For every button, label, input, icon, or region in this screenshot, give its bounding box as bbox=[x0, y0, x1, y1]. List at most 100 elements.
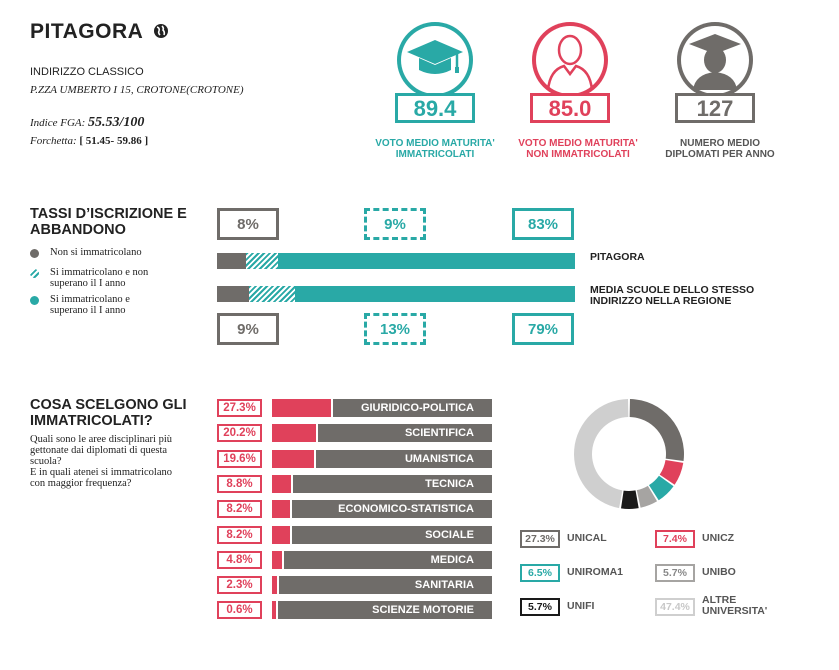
school-type: INDIRIZZO CLASSICO bbox=[30, 66, 144, 78]
area-track bbox=[316, 449, 492, 468]
area-track bbox=[278, 576, 492, 595]
choices-title: COSA SCELGONO GLI IMMATRICOLATI? bbox=[30, 397, 187, 429]
stat-label-immatricolati: VOTO MEDIO MATURITA' IMMATRICOLATI bbox=[375, 138, 495, 160]
donut-slice-unicz bbox=[659, 459, 684, 485]
area-row: 2.3% SANITARIA bbox=[217, 576, 492, 595]
stat-value-non-immatricolati: 85.0 bbox=[530, 93, 610, 123]
donut-slice-unibo bbox=[636, 485, 658, 508]
area-track bbox=[284, 550, 492, 569]
area-name: SCIENZE MOTORIE bbox=[372, 604, 474, 617]
region-pct-not-enrolled: 9% bbox=[217, 313, 279, 345]
region-pct-enrolled-fail: 13% bbox=[364, 313, 426, 345]
universities-donut-chart bbox=[574, 399, 684, 509]
area-name: MEDICA bbox=[430, 553, 474, 566]
uni-pct: 5.7% bbox=[520, 598, 560, 616]
area-pct: 8.2% bbox=[217, 500, 262, 519]
school-stacked-bar bbox=[217, 253, 575, 269]
legend-dot-enrolled-pass bbox=[30, 296, 39, 305]
region-bar-label: MEDIA SCUOLE DELLO STESSO INDIRIZZO NELLA… bbox=[590, 284, 755, 307]
school-pct-not-enrolled: 8% bbox=[217, 208, 279, 240]
school-pct-enrolled-fail: 9% bbox=[364, 208, 426, 240]
school-bar-enrolled-fail bbox=[245, 253, 278, 269]
fga-index: Indice FGA: 55.53/100 bbox=[30, 115, 145, 130]
area-track bbox=[333, 399, 492, 417]
area-track bbox=[291, 525, 492, 544]
fga-range: Forchetta: [ 51.45- 59.86 ] bbox=[30, 135, 149, 147]
graduation-cap-icon bbox=[407, 40, 463, 74]
area-row: 27.3% GIURIDICO-POLITICA bbox=[217, 399, 492, 417]
area-track bbox=[293, 474, 492, 493]
stat-circle-immatricolati bbox=[397, 22, 473, 98]
fga-index-value: 55.53/100 bbox=[88, 115, 145, 130]
region-bar-enrolled-fail bbox=[248, 286, 295, 302]
area-value-bar bbox=[272, 474, 292, 493]
stat-label-diplomati: NUMERO MEDIO DIPLOMATI PER ANNO bbox=[665, 138, 775, 160]
area-track bbox=[278, 601, 492, 620]
area-pct: 0.6% bbox=[217, 601, 262, 620]
uni-name: UNICAL bbox=[567, 532, 607, 544]
area-value-bar bbox=[272, 449, 315, 468]
globe-icon[interactable] bbox=[153, 23, 169, 39]
uni-name: UNIFI bbox=[567, 600, 595, 612]
uni-name: UNIBO bbox=[702, 566, 736, 578]
school-bar-not-enrolled bbox=[217, 253, 246, 269]
region-bar-enrolled-pass bbox=[294, 286, 575, 302]
donut-slice-altre-universita- bbox=[574, 399, 629, 509]
choices-question: Quali sono le aree disciplinari più getto… bbox=[30, 434, 173, 489]
school-bar-enrolled-pass bbox=[277, 253, 575, 269]
area-pct: 4.8% bbox=[217, 550, 262, 569]
stat-label-non-immatricolati: VOTO MEDIO MATURITA' NON IMMATRICOLATI bbox=[518, 138, 638, 160]
area-row: 8.8% TECNICA bbox=[217, 474, 492, 493]
region-bar-not-enrolled bbox=[217, 286, 249, 302]
stat-value-diplomati: 127 bbox=[675, 93, 755, 123]
uni-name: UNICZ bbox=[702, 532, 735, 544]
area-name: GIURIDICO-POLITICA bbox=[360, 402, 474, 414]
area-value-bar bbox=[272, 424, 316, 443]
area-name: TECNICA bbox=[425, 477, 474, 490]
universities-legend: 27.3% UNICAL 7.4% UNICZ 6.5% UNIROMA1 5.7% UNIB… bbox=[520, 530, 820, 625]
region-stacked-bar bbox=[217, 286, 575, 302]
area-name: SCIENTIFICA bbox=[404, 427, 474, 440]
area-pct: 8.8% bbox=[217, 474, 262, 493]
legend-dot-not-enrolled bbox=[30, 249, 39, 258]
fga-range-value: [ 51.45- 59.86 ] bbox=[79, 135, 149, 147]
area-name: SANITARIA bbox=[414, 579, 474, 592]
donut-slice-uniroma1 bbox=[648, 475, 674, 501]
legend-enrolled-pass: Si immatricolano e superano il I anno bbox=[50, 294, 130, 316]
area-pct: 2.3% bbox=[217, 576, 262, 595]
legend-not-enrolled: Non si immatricolano bbox=[50, 247, 142, 258]
area-name: ECONOMICO-STATISTICA bbox=[338, 503, 474, 516]
area-value-bar bbox=[272, 500, 290, 519]
enrollment-title: TASSI D’ISCRIZIONE E ABBANDONO bbox=[30, 206, 187, 238]
area-value-bar bbox=[272, 601, 276, 620]
area-pct: 27.3% bbox=[217, 399, 262, 417]
area-track bbox=[291, 500, 492, 519]
donut-slice-unifi bbox=[621, 490, 639, 509]
area-value-bar bbox=[272, 576, 277, 595]
region-pct-enrolled-pass: 79% bbox=[512, 313, 574, 345]
school-pct-enrolled-pass: 83% bbox=[512, 208, 574, 240]
area-name: UMANISTICA bbox=[404, 452, 474, 465]
uni-pct: 7.4% bbox=[655, 530, 695, 548]
stat-circle-diplomati bbox=[677, 22, 753, 98]
area-pct: 8.2% bbox=[217, 525, 262, 544]
area-row: 4.8% MEDICA bbox=[217, 550, 492, 569]
uni-name: ALTRE UNIVERSITA' bbox=[702, 594, 768, 617]
school-name: PITAGORA bbox=[30, 20, 144, 43]
area-pct: 20.2% bbox=[217, 424, 262, 443]
legend-enrolled-fail: Si immatricolano e non superano il I anno bbox=[50, 267, 149, 289]
areas-list: 27.3% GIURIDICO-POLITICA 20.2% SCIENTIFICA 1… bbox=[217, 399, 492, 624]
stat-value-immatricolati: 89.4 bbox=[395, 93, 475, 123]
uni-name: UNIROMA1 bbox=[567, 566, 624, 578]
person-icon bbox=[546, 34, 594, 91]
legend-dot-enrolled-fail bbox=[30, 269, 39, 278]
area-row: 19.6% UMANISTICA bbox=[217, 449, 492, 468]
area-value-bar bbox=[272, 550, 283, 569]
uni-pct: 47.4% bbox=[655, 598, 695, 616]
uni-pct: 6.5% bbox=[520, 564, 560, 582]
uni-pct: 27.3% bbox=[520, 530, 560, 548]
area-value-bar bbox=[272, 525, 290, 544]
area-track bbox=[317, 424, 492, 443]
school-bar-label: PITAGORA bbox=[590, 251, 645, 263]
area-row: 8.2% ECONOMICO-STATISTICA bbox=[217, 500, 492, 519]
